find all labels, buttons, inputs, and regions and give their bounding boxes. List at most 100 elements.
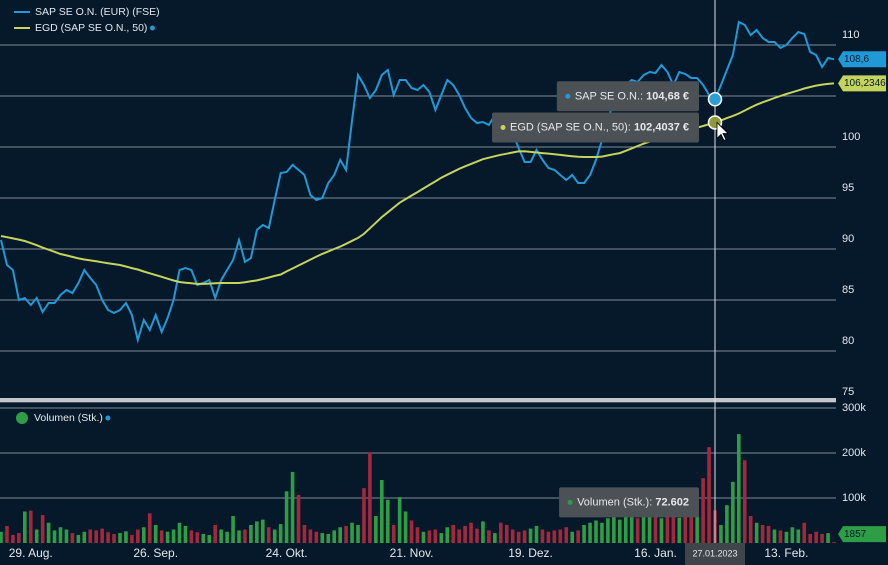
volume-bar [802,522,807,543]
volume-bar [76,534,81,543]
volume-bar [683,515,688,543]
volume-bar [725,505,729,543]
last-value-tag [838,526,886,543]
volume-bar [136,529,140,543]
x-tick-label: 26. Sep. [133,546,178,560]
volume-bar [272,529,277,543]
volume-bar [707,447,711,543]
y-tick-label: 90 [842,233,854,245]
settings-dot [105,415,111,421]
volume-bar [106,532,110,543]
volume-bar [826,533,830,543]
y-tick-label: 85 [842,284,854,296]
volume-bar [118,533,122,543]
volume-bar [314,531,319,543]
volume-bar [189,530,194,543]
volume-bar [665,516,670,543]
volume-bar [433,529,438,543]
volume-bar [582,525,586,543]
volume-bar [487,530,491,543]
volume-bar [64,529,69,543]
volume-bar [814,531,818,543]
volume-bar [742,460,747,543]
volume-bar [374,516,378,543]
x-tick-label: 29. Aug. [9,546,53,560]
volume-bar [493,533,497,543]
crosshair-date: 27.01.2023 [692,548,737,558]
volume-bar [320,533,325,543]
volume-bar [499,522,503,543]
volume-bar [338,527,342,543]
volume-bar [350,522,354,543]
volume-bar [356,525,360,543]
volume-bar [52,530,57,543]
volume-bar [266,527,271,543]
volume-bar [552,530,557,543]
y-tick-label: 300k [842,402,866,414]
tooltip-dot [567,499,573,505]
volume-bar [213,525,217,543]
volume-bar [522,530,527,543]
volume-bar [207,534,212,543]
tooltip-box [559,487,699,518]
volume-bar [261,519,265,543]
volume-bar [195,532,200,543]
volume-bar [225,531,229,543]
volume-bar [594,520,598,543]
volume-bar [653,515,658,543]
volume-bar [380,480,384,543]
tooltip-box [492,112,699,143]
tooltip-text: SAP SE O.N.: 104,68 € [575,90,689,102]
volume-bar [778,530,783,543]
y-tick-label: 110 [842,29,860,41]
volume-bar [516,531,521,543]
volume-bar [46,522,51,543]
volume-bar [201,534,206,543]
volume-bar [463,525,467,543]
volume-bar [94,530,98,543]
volume-bar [11,534,15,543]
volume-bar [344,525,348,543]
volume-bar [284,491,289,543]
volume-bar [17,533,21,543]
volume-bar [5,525,9,543]
volume-bar [796,529,801,543]
volume-bar [754,522,759,543]
y-tick-label: 95 [842,182,854,194]
last-value-label: 108,6 [844,54,869,65]
volume-bar [766,525,771,543]
volume-bar [278,524,283,543]
volume-bar [790,527,795,543]
volume-bar [130,534,134,543]
tooltip-dot [565,93,571,99]
legend-swatch [16,412,28,424]
tooltip-label: EGD (SAP SE O.N., 50): [510,121,631,133]
volume-bar [576,530,580,543]
x-tick-label: 21. Nov. [390,546,434,560]
volume-bar [409,520,414,543]
settings-dot [149,25,155,31]
y-tick-label: 100 [842,131,860,143]
volume-bar [142,527,146,543]
volume-bar [255,521,259,543]
x-tick-label: 16. Jan. [634,546,677,560]
last-value-tag [838,75,886,92]
volume-bar [308,529,313,543]
volume-bar [415,527,420,543]
volume-bar [540,529,545,543]
y-tick-label: 75 [842,386,854,398]
volume-bar [421,531,426,543]
volume-bar [832,542,836,543]
volume-bar [153,525,158,543]
x-tick-label: 24. Okt. [266,546,308,560]
volume-bar [183,525,188,543]
volume-bar [570,531,574,543]
y-tick-label: 200k [842,447,866,459]
volume-bar [231,516,235,543]
volume-bar [326,534,331,543]
volume-bar [588,522,592,543]
crosshair-point [707,92,723,107]
volume-bar [606,518,610,543]
volume-bar [368,452,372,543]
